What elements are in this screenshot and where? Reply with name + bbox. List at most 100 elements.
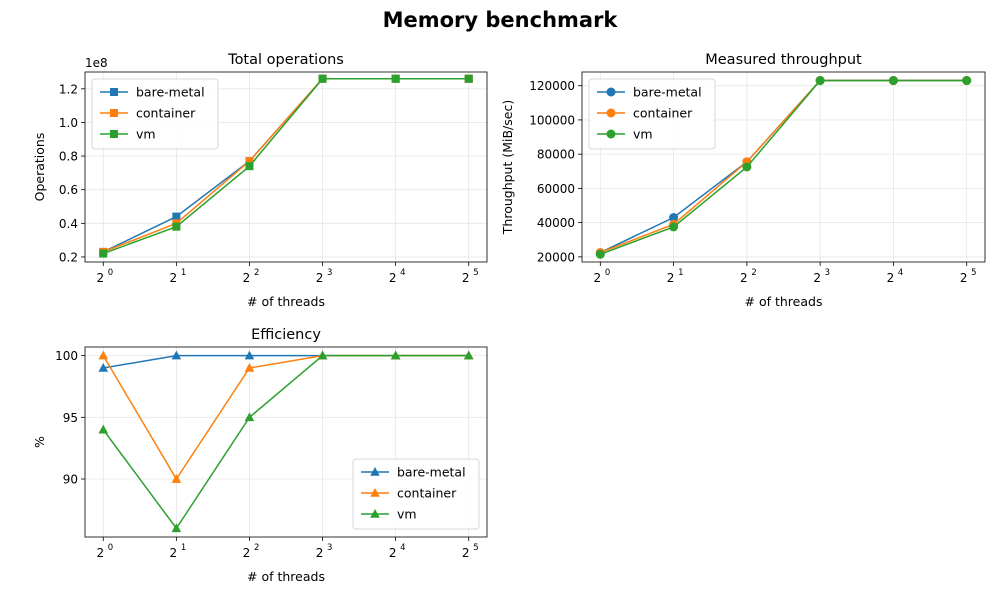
data-point-vm — [962, 76, 972, 86]
y-axis-label: % — [32, 436, 47, 448]
y-tick-label: 100 — [55, 349, 78, 363]
chart-title: Measured throughput — [705, 52, 862, 68]
y-tick-label: 0.2 — [59, 250, 78, 264]
legend-label-container: container — [633, 106, 693, 121]
data-point-vm — [815, 76, 825, 86]
x-tick-exponent: 3 — [327, 543, 332, 553]
y-tick-label: 0.4 — [59, 217, 78, 231]
x-tick-label: 2 — [316, 546, 324, 560]
legend-label-bare-metal: bare-metal — [136, 85, 205, 100]
x-tick-exponent: 0 — [108, 543, 113, 553]
y-tick-label: 0.8 — [59, 150, 78, 164]
data-point-bare-metal — [172, 212, 181, 221]
x-tick-exponent: 4 — [898, 268, 903, 278]
data-point-container — [244, 362, 255, 372]
x-tick-exponent: 5 — [473, 543, 478, 553]
data-point-bare-metal — [98, 362, 109, 372]
data-point-vm — [171, 523, 182, 533]
x-tick-label: 2 — [813, 271, 821, 285]
legend-marker-container — [370, 488, 380, 497]
legend-label-container: container — [136, 106, 196, 121]
x-tick-label: 2 — [170, 271, 178, 285]
series-line-vm — [103, 77, 469, 255]
x-tick-label: 2 — [593, 271, 601, 285]
x-tick-exponent: 2 — [751, 268, 756, 278]
y-tick-label: 60000 — [537, 182, 575, 196]
x-tick-exponent: 0 — [108, 268, 113, 278]
legend-label-bare-metal: bare-metal — [633, 85, 702, 100]
y-tick-label: 120000 — [529, 79, 575, 93]
series-vm — [595, 76, 972, 259]
x-tick-label: 2 — [462, 271, 470, 285]
data-point-vm — [99, 249, 108, 258]
y-tick-label: 20000 — [537, 250, 575, 264]
legend-label-bare-metal: bare-metal — [397, 465, 466, 480]
x-tick-exponent: 4 — [400, 543, 405, 553]
legend-marker-container — [606, 108, 616, 118]
x-tick-label: 2 — [96, 546, 104, 560]
y-tick-label: 1.2 — [59, 82, 78, 96]
y-tick-label: 40000 — [537, 216, 575, 230]
data-point-vm — [391, 74, 400, 83]
x-tick-label: 2 — [389, 546, 397, 560]
axes-frame — [84, 346, 488, 538]
x-tick-label: 2 — [243, 546, 251, 560]
y-axis-label: Operations — [32, 133, 47, 202]
data-point-vm — [172, 222, 181, 231]
legend: bare-metal container vm — [91, 78, 219, 150]
legend: bare-metal container vm — [588, 78, 716, 150]
x-tick-exponent: 3 — [825, 268, 830, 278]
data-point-vm — [318, 74, 327, 83]
data-point-container — [98, 350, 109, 360]
series-line-vm — [102, 354, 469, 530]
y-tick-label: 1.0 — [59, 116, 78, 130]
legend-marker-vm — [606, 129, 616, 139]
data-point-vm — [390, 350, 401, 360]
x-tick-exponent: 1 — [181, 543, 186, 553]
data-point-container — [245, 157, 254, 166]
data-point-vm — [888, 76, 898, 86]
x-tick-exponent: 4 — [400, 268, 405, 278]
x-tick-label: 2 — [667, 271, 675, 285]
x-tick-label: 2 — [170, 546, 178, 560]
x-tick-label: 2 — [316, 271, 324, 285]
chart-title: Efficiency — [251, 327, 321, 343]
data-point-container — [171, 474, 182, 483]
data-point-bare-metal — [669, 212, 679, 222]
legend-marker-bare-metal — [110, 88, 118, 96]
data-point-vm — [464, 74, 473, 83]
data-point-vm — [595, 249, 605, 259]
x-axis-label: # of threads — [247, 294, 325, 309]
x-tick-label: 2 — [243, 271, 251, 285]
legend-marker-container — [110, 109, 118, 117]
x-tick-exponent: 1 — [678, 268, 683, 278]
data-point-bare-metal — [244, 350, 255, 360]
data-point-vm — [98, 424, 109, 434]
data-point-vm — [317, 350, 328, 360]
x-tick-label: 2 — [462, 546, 470, 560]
data-point-vm — [245, 162, 254, 171]
y-tick-label: 90 — [63, 473, 78, 487]
legend: bare-metal container vm — [352, 458, 480, 530]
x-tick-label: 2 — [887, 271, 895, 285]
chart-title: Total operations — [227, 52, 344, 68]
legend-box — [91, 78, 219, 150]
data-point-bare-metal — [171, 350, 182, 360]
legend-marker-vm — [370, 509, 380, 518]
x-tick-exponent: 2 — [254, 268, 259, 278]
x-tick-exponent: 5 — [473, 268, 478, 278]
x-tick-exponent: 1 — [181, 268, 186, 278]
series-vm — [99, 74, 473, 258]
legend-label-vm: vm — [136, 127, 156, 142]
axes-frame — [581, 71, 986, 263]
y-tick-label: 100000 — [529, 113, 575, 127]
y-tick-label: 80000 — [537, 148, 575, 162]
legend-marker-bare-metal — [606, 87, 616, 97]
data-point-vm — [669, 222, 679, 232]
x-tick-label: 2 — [740, 271, 748, 285]
legend-label-container: container — [397, 486, 457, 501]
legend-box — [352, 458, 480, 530]
